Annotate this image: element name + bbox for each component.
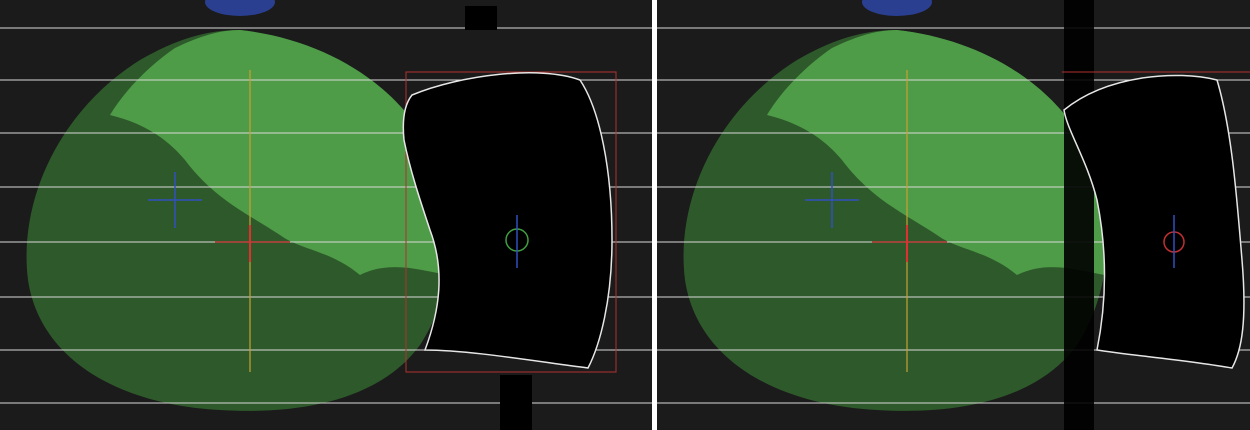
panel-divider bbox=[652, 0, 657, 430]
black-column bbox=[465, 6, 497, 30]
black-column bbox=[1064, 0, 1094, 430]
target-region bbox=[402, 72, 613, 369]
right-panel bbox=[657, 0, 1250, 430]
black-column bbox=[500, 375, 532, 430]
left-panel bbox=[0, 0, 652, 430]
bounding-box bbox=[405, 71, 617, 373]
target-region bbox=[1063, 74, 1245, 369]
